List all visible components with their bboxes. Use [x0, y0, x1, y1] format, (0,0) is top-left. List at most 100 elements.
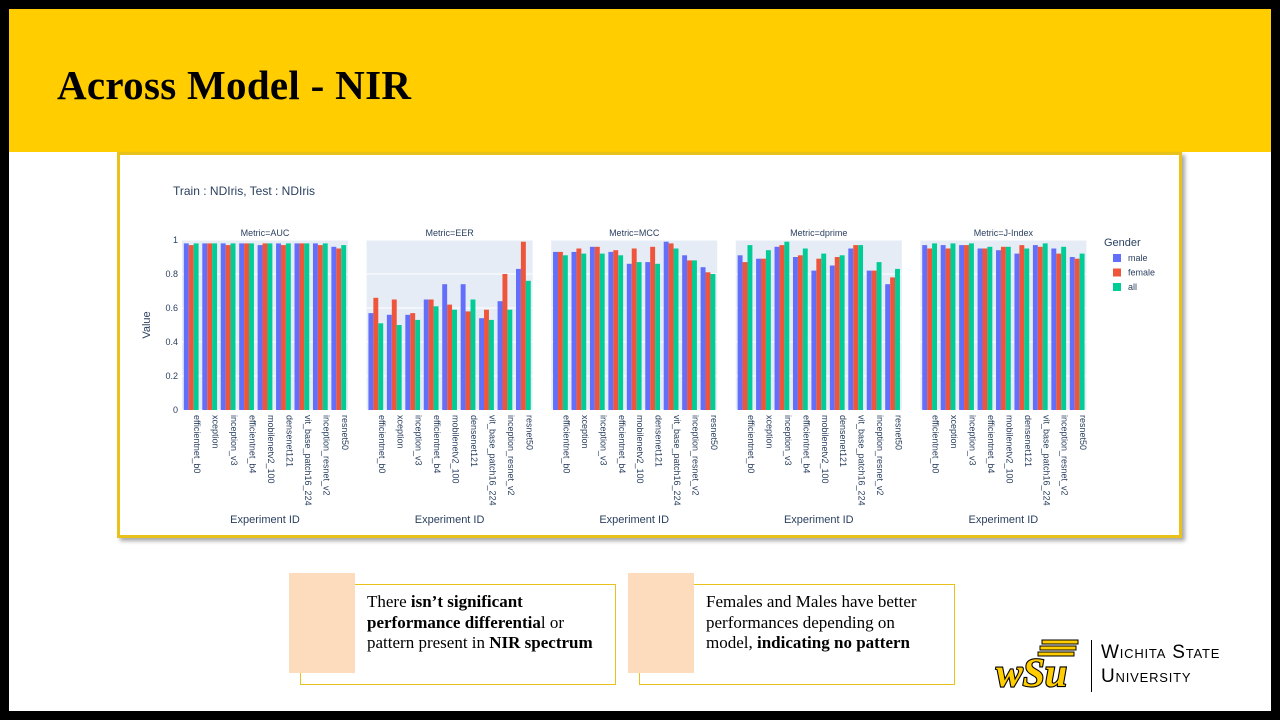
bar-male — [792, 257, 798, 410]
bar-male — [774, 246, 780, 410]
bar-all — [895, 268, 900, 410]
bar-female — [705, 272, 711, 410]
bar-all — [562, 255, 568, 410]
bar-male — [1014, 253, 1020, 410]
bar-male — [829, 265, 835, 410]
bar-male — [257, 245, 263, 410]
facet-title: Metric=J-Index — [974, 228, 1034, 238]
x-tick-label: efficientnet_b4 — [432, 415, 442, 473]
note-1-bold-a: isn’t significant performance differenti… — [367, 592, 541, 632]
bar-all — [618, 255, 624, 410]
bar-female — [576, 248, 582, 410]
bar-male — [848, 248, 854, 410]
slide: Across Model - NIR Train : NDIris, Test … — [9, 9, 1271, 711]
bar-male — [866, 270, 872, 410]
x-tick-label: inception_v3 — [414, 415, 424, 466]
x-tick-label: efficientnet_b0 — [561, 415, 571, 473]
bar-female — [853, 245, 859, 410]
x-tick-label: vit_base_patch16_224 — [857, 415, 867, 506]
bar-male — [239, 243, 245, 410]
legend-swatch-female — [1113, 268, 1121, 277]
bar-female — [428, 299, 434, 410]
bar-male — [737, 255, 743, 410]
legend-title: Gender — [1104, 237, 1141, 249]
bar-female — [945, 248, 951, 410]
bar-female — [982, 248, 988, 410]
x-tick-label: xception — [395, 415, 405, 449]
bar-all — [673, 248, 679, 410]
bar-male — [940, 245, 946, 410]
y-tick-label: 0 — [173, 405, 178, 415]
bar-male — [645, 262, 651, 410]
chart-container: Train : NDIris, Test : NDIris Value 0 0.2 0.… — [117, 152, 1182, 538]
bar-female — [1037, 246, 1043, 410]
logo-line-2: University — [1101, 666, 1192, 687]
x-tick-label: efficientnet_b0 — [931, 415, 941, 473]
bar-female — [280, 245, 286, 410]
legend-label-female: female — [1128, 268, 1155, 278]
note-1-bold-b: NIR spectrum — [489, 633, 593, 652]
x-axis-label: Experiment ID — [969, 514, 1039, 526]
x-tick-label: resnet50 — [340, 415, 350, 450]
x-tick-label: inception_v3 — [598, 415, 608, 466]
x-tick-label: vit_base_patch16_224 — [1041, 415, 1051, 506]
y-axis-label: Value — [141, 311, 153, 338]
bar-all — [581, 253, 587, 410]
x-tick-label: mobilenetv2_100 — [820, 415, 830, 484]
bar-all — [267, 243, 273, 410]
x-tick-label: inception_resnet_v2 — [691, 415, 701, 496]
x-tick-label: mobilenetv2_100 — [635, 415, 645, 484]
legend-label-male: male — [1128, 253, 1148, 263]
bar-all — [507, 309, 513, 410]
bar-male — [183, 243, 189, 410]
x-tick-label: resnet50 — [1078, 415, 1088, 450]
logo-divider — [1091, 640, 1092, 692]
bar-female — [761, 258, 766, 410]
bar-female — [188, 245, 194, 410]
bar-male — [553, 251, 558, 410]
bar-female — [927, 248, 933, 410]
bar-all — [765, 250, 771, 410]
bar-male — [811, 270, 817, 410]
bar-all — [599, 253, 605, 410]
bar-all — [285, 243, 291, 410]
bar-female — [557, 251, 563, 410]
x-tick-label: inception_resnet_v2 — [321, 415, 331, 496]
bar-female — [871, 270, 877, 410]
note-1-text-a: There — [367, 592, 411, 611]
x-tick-label: densenet121 — [838, 415, 848, 467]
bar-all — [691, 260, 697, 410]
bar-all — [488, 319, 494, 410]
x-tick-label: densenet121 — [284, 415, 294, 467]
bar-female — [797, 255, 803, 410]
x-tick-label: inception_resnet_v2 — [1060, 415, 1070, 496]
bar-male — [626, 263, 632, 410]
x-tick-label: efficientnet_b4 — [801, 415, 811, 473]
bar-male — [497, 301, 503, 410]
bar-female — [262, 243, 268, 410]
note-1-text-b: l or pattern present in — [367, 612, 565, 653]
bar-male — [589, 246, 595, 410]
bar-female — [225, 245, 231, 410]
bar-male — [386, 314, 392, 410]
bar-male — [1032, 245, 1038, 410]
bar-all — [968, 243, 974, 410]
x-tick-label: mobilenetv2_100 — [1004, 415, 1014, 484]
bar-male — [423, 299, 429, 410]
bar-all — [470, 299, 476, 410]
bar-female — [816, 258, 822, 410]
y-tick-label: 0.8 — [165, 269, 178, 279]
bar-male — [312, 243, 318, 410]
bar-all — [1061, 246, 1067, 410]
bar-all — [1079, 253, 1085, 410]
legend-swatch-all — [1113, 283, 1121, 291]
bar-all — [932, 243, 937, 410]
bar-all — [784, 241, 790, 410]
x-tick-label: inception_resnet_v2 — [506, 415, 516, 496]
note-text-2: Females and Males have better performanc… — [706, 592, 921, 654]
bar-all — [433, 306, 439, 410]
bar-female — [207, 243, 213, 410]
x-tick-label: xception — [211, 415, 221, 449]
bar-female — [447, 304, 453, 410]
bar-male — [700, 267, 706, 410]
